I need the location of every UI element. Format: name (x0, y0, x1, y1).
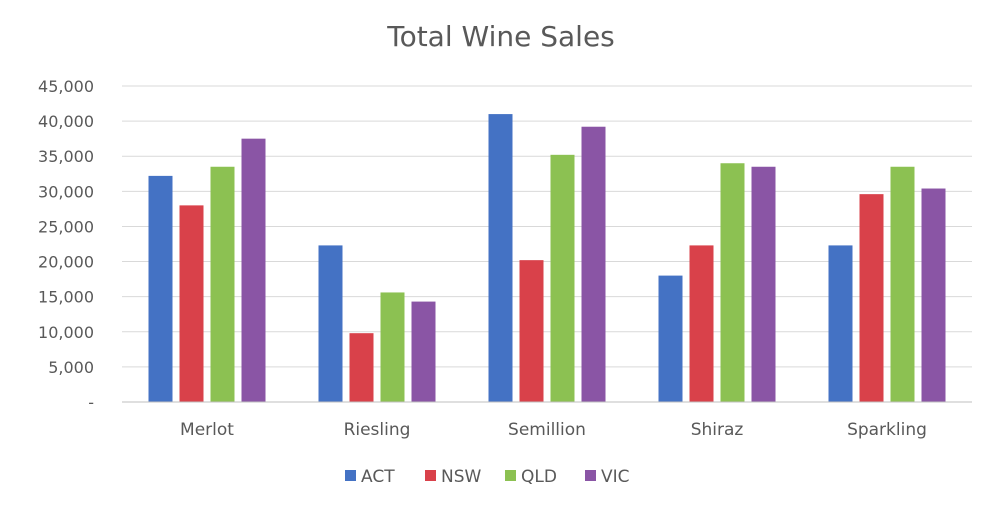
x-tick-label: Semillion (508, 420, 586, 440)
bar-act-riesling (318, 245, 343, 402)
bars (148, 114, 946, 403)
chart-title: Total Wine Sales (386, 20, 615, 53)
bar-act-semillion (488, 114, 513, 402)
legend-label-nsw: NSW (441, 467, 482, 487)
bar-vic-merlot (241, 138, 266, 402)
bar-nsw-merlot (179, 205, 204, 402)
legend-label-vic: VIC (601, 467, 630, 487)
bar-nsw-semillion (519, 260, 544, 402)
y-tick-label: 45,000 (38, 77, 94, 96)
bar-nsw-shiraz (689, 245, 714, 402)
bar-act-sparkling (828, 245, 853, 402)
bar-nsw-riesling (349, 333, 374, 402)
x-tick-label: Riesling (344, 420, 411, 440)
legend-swatch-vic (585, 470, 596, 481)
bar-qld-riesling (380, 292, 405, 402)
bar-vic-shiraz (751, 166, 776, 402)
y-tick-label: 40,000 (38, 112, 94, 131)
legend-swatch-nsw (425, 470, 436, 481)
bar-act-shiraz (658, 275, 683, 402)
bar-vic-semillion (581, 126, 606, 403)
legend: ACT NSW QLD VIC (345, 467, 630, 487)
x-tick-label: Merlot (180, 420, 234, 440)
x-axis-tick-labels: Merlot Riesling Semillion Shiraz Sparkling (180, 420, 927, 440)
y-tick-label: 25,000 (38, 217, 94, 236)
bar-qld-sparkling (890, 166, 915, 402)
x-tick-label: Sparkling (847, 420, 927, 440)
x-tick-label: Shiraz (691, 420, 744, 440)
bar-act-merlot (148, 175, 173, 402)
bar-nsw-sparkling (859, 194, 884, 402)
y-tick-label: 15,000 (38, 288, 94, 307)
bar-vic-riesling (411, 301, 436, 402)
bar-qld-shiraz (720, 163, 745, 402)
y-tick-label: 20,000 (38, 253, 94, 272)
bar-qld-semillion (550, 154, 575, 402)
y-axis-tick-labels: - 5,000 10,000 15,000 20,000 25,000 30,000 35,0… (38, 77, 94, 412)
legend-label-qld: QLD (521, 467, 557, 487)
y-tick-label: - (88, 393, 94, 412)
legend-label-act: ACT (361, 467, 395, 487)
legend-swatch-act (345, 470, 356, 481)
y-tick-label: 5,000 (48, 358, 94, 377)
bar-vic-sparkling (921, 188, 946, 402)
y-tick-label: 30,000 (38, 182, 94, 201)
legend-swatch-qld (505, 470, 516, 481)
y-tick-label: 35,000 (38, 147, 94, 166)
bar-qld-merlot (210, 166, 235, 402)
y-tick-label: 10,000 (38, 323, 94, 342)
